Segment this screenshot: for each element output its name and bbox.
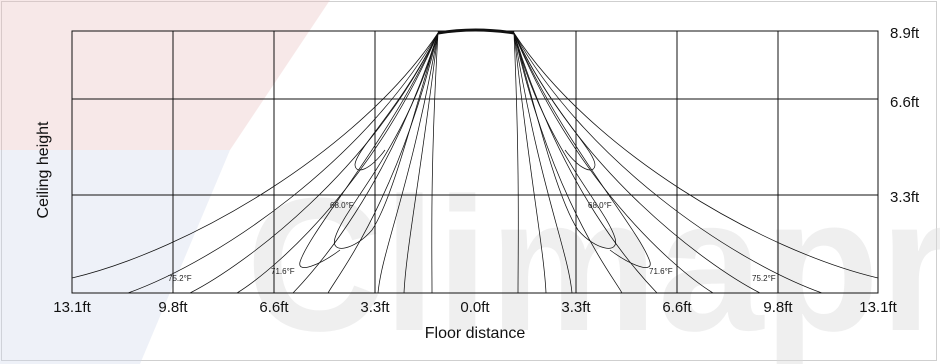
x-tick-7: 9.8ft (763, 299, 793, 316)
right-flow-7 (513, 32, 573, 294)
right-airflow-lines (513, 32, 879, 294)
left-isotherm-inner (334, 32, 439, 249)
watermark-red-shape (0, 0, 330, 150)
y-tick-0: 8.9ft (890, 25, 920, 42)
right-flow-1 (513, 32, 879, 279)
x-tick-8: 13.1ft (859, 299, 897, 316)
y-axis-ticks: 8.9ft 6.6ft 3.3ft (890, 25, 920, 206)
temperature-labels: 68.0°F 71.6°F 75.2°F 68.0°F 71.6°F 75.2°… (168, 201, 776, 283)
right-flow-9 (513, 32, 519, 294)
temp-label-right-71: 71.6°F (649, 267, 673, 276)
left-flow-7 (377, 32, 439, 294)
temp-label-right-75: 75.2°F (752, 274, 776, 283)
x-axis-ticks: 13.1ft 9.8ft 6.6ft 3.3ft 0.0ft 3.3ft 6.6… (53, 299, 897, 316)
x-tick-1: 9.8ft (158, 299, 188, 316)
x-tick-6: 6.6ft (662, 299, 692, 316)
left-flow-8 (403, 32, 439, 294)
x-tick-3: 3.3ft (360, 299, 390, 316)
grid (71, 30, 879, 294)
left-airflow-lines (71, 32, 439, 294)
right-flow-8 (513, 32, 547, 294)
left-flow-3 (189, 32, 439, 294)
x-axis-title: Floor distance (425, 325, 526, 342)
right-isotherm-inner (513, 32, 616, 249)
y-tick-1: 6.6ft (890, 94, 920, 111)
right-flow-2 (513, 32, 823, 294)
left-flow-1 (71, 32, 439, 279)
temp-label-left-75: 75.2°F (168, 274, 192, 283)
right-isotherm-mid (513, 32, 651, 268)
right-flow-6 (513, 32, 623, 294)
left-isotherm-mid (299, 32, 439, 268)
ceiling-unit (437, 28, 515, 35)
x-tick-5: 3.3ft (561, 299, 591, 316)
temp-label-right-68: 68.0°F (588, 201, 612, 210)
x-tick-2: 6.6ft (259, 299, 289, 316)
temp-label-left-71: 71.6°F (271, 267, 295, 276)
y-tick-2: 3.3ft (890, 189, 920, 206)
watermark-text: Climapro (246, 159, 940, 364)
right-isotherm-top (513, 32, 596, 171)
right-flow-5 (513, 32, 658, 294)
left-flow-5 (292, 32, 439, 294)
left-flow-6 (327, 32, 439, 294)
y-axis-title: Ceiling height (35, 121, 52, 219)
left-flow-4 (236, 32, 439, 294)
x-tick-0: 13.1ft (53, 299, 91, 316)
left-flow-9 (431, 32, 439, 294)
right-flow-4 (513, 32, 714, 294)
left-flow-2 (127, 32, 439, 294)
left-isotherm-top (354, 32, 439, 171)
x-tick-4: 0.0ft (460, 299, 490, 316)
temp-label-left-68: 68.0°F (330, 201, 354, 210)
